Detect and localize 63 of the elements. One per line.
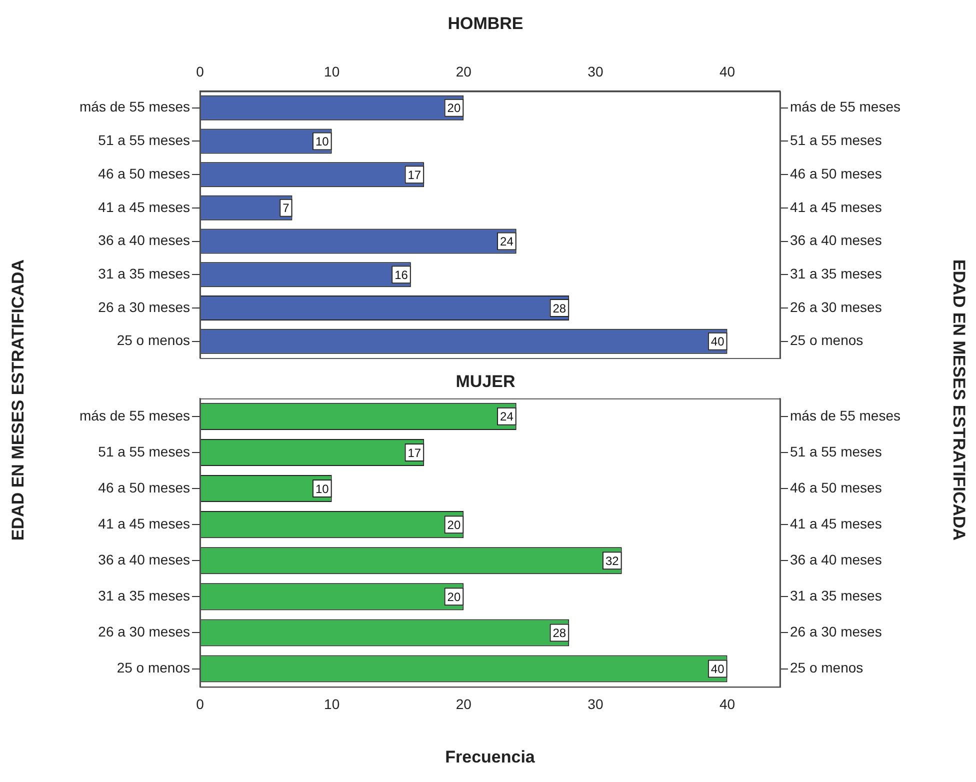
category-label: 46 a 50 meses [790,165,882,182]
y-tick-label: 31 a 35 meses [98,588,190,604]
y2-axis-title: EDAD EN MESES ESTRATIFICADA [948,259,968,541]
y-tick-label: 46 a 50 meses [98,479,190,496]
y-tick-label: 41 a 45 meses [98,515,190,532]
x-tick-label: 20 [456,64,472,80]
category-label: 25 o menos [790,332,864,348]
category-label: 31 a 35 meses [790,265,882,282]
x-tick-label: 20 [456,696,472,712]
category-label: 41 a 45 meses [790,515,882,532]
data-label: 24 [500,410,514,424]
x-tick-label: 10 [324,64,340,80]
data-label: 20 [447,590,461,604]
data-label: 10 [315,482,330,496]
y-tick-label: 51 a 55 meses [98,132,190,148]
x-tick-label: 40 [719,64,736,80]
data-label: 20 [447,518,461,532]
y-tick-label: más de 55 meses [80,98,190,115]
category-label: más de 55 meses [790,407,900,424]
y-tick-label: 31 a 35 meses [98,265,190,282]
y-tick-label: 36 a 40 meses [98,551,190,568]
x-tick-label: 30 [588,64,604,80]
x-axis-title: Frecuencia [445,747,536,766]
data-label: 32 [605,554,620,568]
data-label: 16 [394,268,408,282]
x-tick-label: 0 [196,696,204,712]
category-label: 26 a 30 meses [790,624,882,640]
data-label: 28 [552,301,566,316]
chart-title: MUJER [456,372,516,391]
x-tick-label: 40 [719,696,736,712]
category-label: más de 55 meses [790,98,900,115]
category-label: 51 a 55 meses [790,443,882,460]
y-tick-label: 25 o menos [116,660,190,676]
y-tick-label: 25 o menos [116,332,190,348]
category-label: 36 a 40 meses [790,551,882,568]
x-tick-label: 30 [588,696,604,712]
x-tick-label: 0 [196,64,204,80]
data-label: 40 [710,334,725,349]
category-label: 41 a 45 meses [790,198,882,215]
category-label: 31 a 35 meses [790,588,882,604]
data-label: 10 [315,134,330,149]
data-label: 20 [447,101,461,116]
y-tick-label: 26 a 30 meses [98,298,190,315]
chart-title: HOMBRE [448,14,524,33]
y-axis-title: EDAD EN MESES ESTRATIFICADA [8,259,28,541]
data-label: 17 [408,446,422,460]
category-label: 36 a 40 meses [790,232,882,248]
data-label: 7 [282,201,290,216]
category-label: 26 a 30 meses [790,298,882,315]
data-label: 17 [408,168,422,182]
data-label: 40 [710,662,725,676]
x-tick-label: 10 [324,696,340,712]
y-tick-label: 51 a 55 meses [98,443,190,460]
y-tick-label: 46 a 50 meses [98,165,190,182]
category-label: 46 a 50 meses [790,479,882,496]
y-tick-label: 26 a 30 meses [98,624,190,640]
category-label: 51 a 55 meses [790,132,882,148]
y-tick-label: 41 a 45 meses [98,198,190,215]
y-tick-label: 36 a 40 meses [98,232,190,248]
data-label: 24 [500,234,514,249]
data-label: 28 [552,626,566,640]
y-tick-label: más de 55 meses [80,407,190,424]
category-label: 25 o menos [790,660,864,676]
